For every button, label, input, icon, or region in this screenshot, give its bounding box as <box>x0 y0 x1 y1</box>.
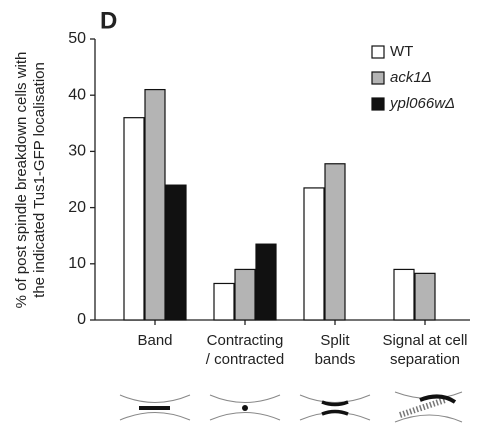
y-axis-label: % of post spindle breakdown cells with <box>13 52 30 309</box>
x-tick-label: Signal at cell <box>382 332 467 349</box>
y-tick-label: 30 <box>68 143 86 160</box>
y-tick-label: 0 <box>77 311 86 328</box>
x-tick-label: bands <box>315 351 356 368</box>
bar <box>414 272 436 321</box>
bar <box>123 117 145 321</box>
x-tick-label: Split <box>320 332 350 349</box>
bar <box>234 268 256 321</box>
bar <box>144 88 166 321</box>
y-tick-label: 50 <box>68 30 86 47</box>
legend-swatch <box>371 71 385 85</box>
x-tick-label: Contracting <box>207 332 284 349</box>
panel-label: D <box>100 7 117 34</box>
x-tick-label: / contracted <box>206 351 284 368</box>
bar <box>303 187 325 321</box>
y-tick-label: 40 <box>68 86 86 103</box>
legend-label: WT <box>390 43 413 60</box>
legend-label: ack1Δ <box>390 69 432 86</box>
bar <box>213 282 235 321</box>
x-tick-label: separation <box>390 351 460 368</box>
bar <box>393 268 415 321</box>
y-tick-label: 20 <box>68 199 86 216</box>
legend-label: ypl066wΔ <box>389 95 455 112</box>
y-axis-label: the indicated Tus1-GFP localisation <box>31 62 48 298</box>
legend-swatch <box>371 45 385 59</box>
y-tick-label: 10 <box>68 255 86 272</box>
bar <box>255 243 277 321</box>
cell-icons <box>119 391 463 423</box>
bar <box>165 184 187 321</box>
legend-swatch <box>371 97 385 111</box>
bar <box>324 163 346 321</box>
x-tick-label: Band <box>137 332 172 349</box>
